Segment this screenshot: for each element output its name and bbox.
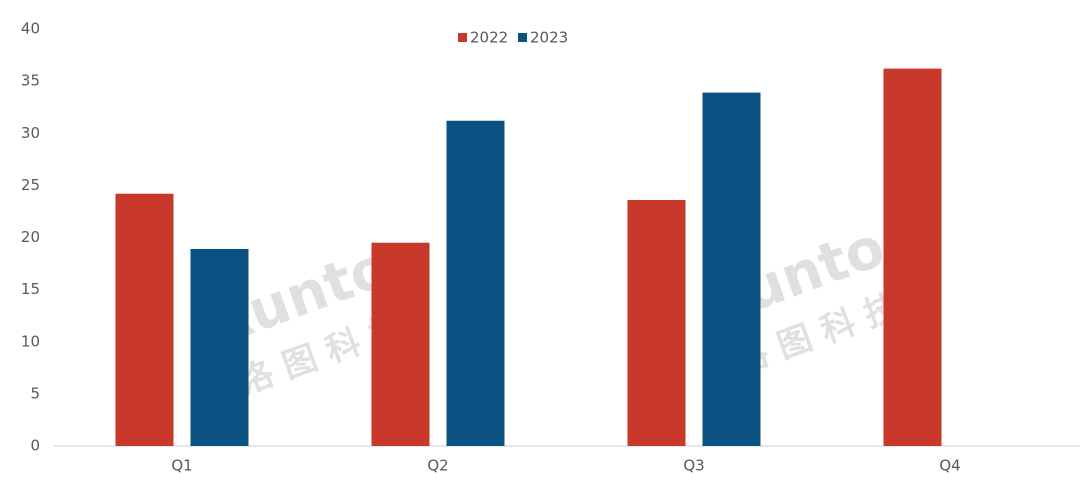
x-tick-label: Q2 [427, 457, 448, 475]
x-tick-label: Q4 [939, 457, 960, 475]
x-tick-label: Q3 [683, 457, 704, 475]
bar [190, 248, 249, 446]
bar [627, 199, 686, 446]
y-tick-label: 10 [21, 332, 40, 350]
y-tick-label: 20 [21, 228, 40, 246]
y-tick-label: 25 [21, 176, 40, 194]
bar [883, 68, 942, 447]
bar [371, 242, 430, 446]
legend-label: 2022 [470, 29, 508, 47]
y-tick-label: 40 [21, 20, 40, 38]
y-tick-label: 0 [30, 437, 40, 455]
legend-swatch [458, 33, 467, 42]
y-tick-label: 15 [21, 280, 40, 298]
legend-swatch [518, 33, 527, 42]
y-tick-label: 5 [30, 384, 40, 402]
y-tick-label: 35 [21, 72, 40, 90]
legend-label: 2023 [530, 29, 568, 47]
bar [446, 120, 505, 447]
bar [702, 92, 761, 446]
x-tick-label: Q1 [171, 457, 192, 475]
bar [115, 193, 174, 446]
y-tick-label: 30 [21, 124, 40, 142]
